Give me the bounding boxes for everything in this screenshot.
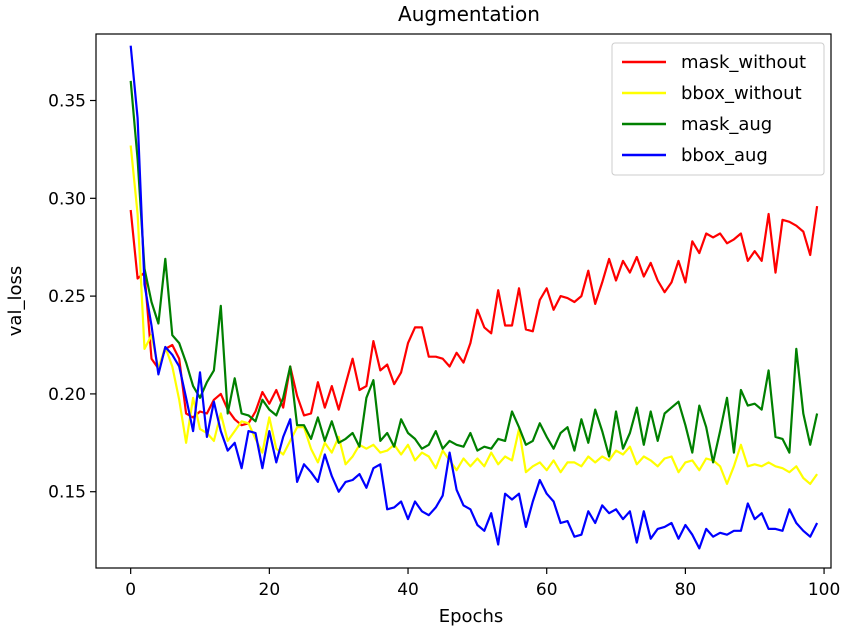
x-axis-ticks: 0 20 40 60 80 100	[125, 568, 840, 600]
legend-label-bbox_aug: bbox_aug	[681, 145, 768, 166]
x-tick-label: 20	[259, 580, 281, 600]
y-tick-label: 0.15	[48, 483, 86, 503]
x-tick-label: 80	[675, 580, 697, 600]
series-line-bbox_aug	[129, 45, 819, 550]
legend-label-mask_aug: mask_aug	[681, 114, 772, 135]
chart-title: Augmentation	[398, 2, 540, 26]
y-tick-label: 0.25	[48, 287, 86, 307]
y-tick-label: 0.35	[48, 92, 86, 112]
y-axis-label: val_loss	[5, 266, 26, 336]
x-tick-label: 100	[808, 580, 840, 600]
series-layer	[129, 45, 819, 550]
x-tick-label: 60	[536, 580, 558, 600]
y-tick-label: 0.20	[48, 385, 86, 405]
legend-box	[611, 42, 825, 176]
y-axis-ticks: 0.15 0.20 0.25 0.30 0.35	[48, 92, 96, 503]
legend-label-mask_without: mask_without	[681, 52, 806, 73]
series-line-bbox_without	[129, 145, 818, 485]
x-tick-label: 40	[397, 580, 419, 600]
x-axis-label: Epochs	[439, 606, 504, 627]
legend-label-bbox_without: bbox_without	[681, 83, 802, 104]
x-tick-label: 0	[125, 580, 136, 600]
series-line-mask_without	[129, 205, 819, 427]
series-line-mask_aug	[129, 80, 819, 464]
y-tick-label: 0.30	[48, 189, 86, 209]
legend: mask_without bbox_without mask_aug bbox_aug	[611, 42, 825, 176]
